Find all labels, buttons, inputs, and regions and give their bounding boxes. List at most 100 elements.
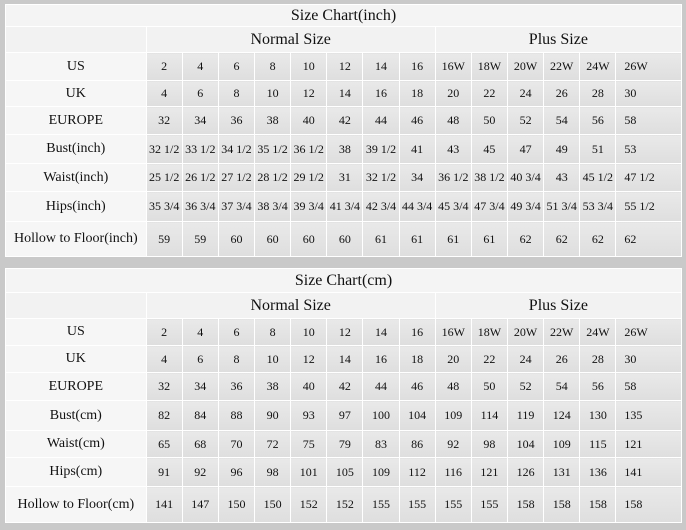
row-label: Hips(inch) bbox=[5, 191, 147, 222]
table-cell: 98 bbox=[470, 430, 509, 458]
table-cell: 14 bbox=[362, 318, 400, 346]
table-cell: 100 bbox=[362, 400, 400, 431]
table-cell: 55 1/2 bbox=[615, 191, 682, 222]
table-cell: 12 bbox=[326, 52, 364, 81]
table-cell: 47 1/2 bbox=[615, 163, 682, 192]
table-cell: 114 bbox=[470, 400, 509, 431]
table-cell: 50 bbox=[470, 372, 509, 401]
table-cell: 61 bbox=[470, 221, 509, 257]
table-cell: 56 bbox=[579, 372, 617, 401]
table-cell: 18W bbox=[470, 52, 509, 81]
table-cell: 18 bbox=[398, 345, 436, 373]
table-cell: 158 bbox=[579, 486, 617, 523]
table-cell: 16 bbox=[362, 80, 400, 107]
table-cell: 16 bbox=[398, 52, 436, 81]
table-cell: 112 bbox=[398, 457, 436, 487]
table-cell: 4 bbox=[181, 52, 219, 81]
table-cell: 84 bbox=[181, 400, 219, 431]
table-cell: 32 bbox=[145, 106, 183, 135]
table-cell: 35 3/4 bbox=[145, 191, 183, 222]
table-cell: 28 1/2 bbox=[254, 163, 292, 192]
table-cell: 62 bbox=[615, 221, 682, 257]
table-cell: 42 3/4 bbox=[362, 191, 400, 222]
table-cell: 26 bbox=[543, 80, 581, 107]
table-cell: 42 bbox=[326, 106, 364, 135]
table-cell: 48 bbox=[434, 372, 472, 401]
table-cell: 22W bbox=[543, 318, 581, 346]
table-cell: 155 bbox=[362, 486, 400, 523]
table-cell: 10 bbox=[290, 318, 328, 346]
row-label: US bbox=[5, 52, 147, 81]
table-cell: 36 1/2 bbox=[434, 163, 472, 192]
table-cell: 147 bbox=[181, 486, 219, 523]
table-cell: 28 bbox=[579, 345, 617, 373]
table-cell: 26 bbox=[543, 345, 581, 373]
table-cell: 48 bbox=[434, 106, 472, 135]
table-cell: 61 bbox=[362, 221, 400, 257]
table-cell: 29 1/2 bbox=[290, 163, 328, 192]
table-cell: 47 3/4 bbox=[470, 191, 509, 222]
table-row: Hollow to Floor(inch) 59 59 60 60 60 60 61 61 61 6… bbox=[5, 221, 682, 257]
group-header-row: Normal Size Plus Size bbox=[5, 292, 683, 319]
table-cell: 72 bbox=[254, 430, 292, 458]
table-cell: 131 bbox=[543, 457, 581, 487]
table-cell: 158 bbox=[543, 486, 581, 523]
table-cell: 6 bbox=[181, 345, 219, 373]
table-cell: 104 bbox=[398, 400, 436, 431]
table-cell: 4 bbox=[181, 318, 219, 346]
table-cell: 92 bbox=[434, 430, 472, 458]
table-cell: 8 bbox=[217, 80, 256, 107]
table-cell: 43 bbox=[434, 134, 472, 164]
table-cell: 30 bbox=[615, 80, 682, 107]
table-row: US 2 4 6 8 10 12 14 16 16W 18W 20W 22W 24W 26W bbox=[5, 318, 682, 346]
table-cell: 60 bbox=[217, 221, 256, 257]
table-cell: 141 bbox=[615, 457, 682, 487]
table-cell: 2 bbox=[145, 52, 183, 81]
table-row: EUROPE 32 34 36 38 40 42 44 46 48 50 52 54 56 58 bbox=[5, 372, 682, 401]
title-row: Size Chart(cm) bbox=[5, 268, 682, 293]
table-cell: 38 3/4 bbox=[254, 191, 292, 222]
table-cell: 6 bbox=[217, 52, 256, 81]
table-cell: 14 bbox=[326, 80, 364, 107]
table-cell: 10 bbox=[290, 52, 328, 81]
table-cell: 65 bbox=[145, 430, 183, 458]
table-row: Hips(inch) 35 3/4 36 3/4 37 3/4 38 3/4 39 3/4… bbox=[5, 191, 682, 222]
table-cell: 16 bbox=[398, 318, 436, 346]
table-cell: 88 bbox=[217, 400, 256, 431]
table-cell: 18W bbox=[470, 318, 509, 346]
table-cell: 24W bbox=[579, 52, 617, 81]
table-cell: 32 1/2 bbox=[145, 134, 183, 164]
table-cell: 42 bbox=[326, 372, 364, 401]
table-cell: 22W bbox=[543, 52, 581, 81]
table-cell: 104 bbox=[506, 430, 545, 458]
table-cell: 37 3/4 bbox=[217, 191, 256, 222]
table-cell: 16W bbox=[434, 52, 472, 81]
table-cell: 33 1/2 bbox=[181, 134, 219, 164]
table-cell: 36 1/2 bbox=[290, 134, 328, 164]
row-label: Hollow to Floor(cm) bbox=[5, 486, 147, 523]
table-cell: 54 bbox=[543, 372, 581, 401]
table-cell: 61 bbox=[398, 221, 436, 257]
table-cell: 68 bbox=[181, 430, 219, 458]
table-cell: 101 bbox=[290, 457, 328, 487]
table-row: Waist(inch) 25 1/2 26 1/2 27 1/2 28 1/2 29 1/… bbox=[5, 163, 682, 192]
table-cell: 96 bbox=[217, 457, 256, 487]
table-cell: 47 bbox=[506, 134, 545, 164]
table-cell: 8 bbox=[254, 52, 292, 81]
row-label: Bust(cm) bbox=[5, 400, 147, 431]
table-cell: 22 bbox=[470, 345, 509, 373]
table-cell: 16W bbox=[434, 318, 472, 346]
table-cell: 38 bbox=[326, 134, 364, 164]
table-cell: 4 bbox=[145, 80, 183, 107]
table-cell: 51 3/4 bbox=[543, 191, 581, 222]
table-cell: 20W bbox=[506, 52, 545, 81]
table-cell: 98 bbox=[254, 457, 292, 487]
table-cell: 152 bbox=[290, 486, 328, 523]
table-cell: 16 bbox=[362, 345, 400, 373]
table-cell: 18 bbox=[398, 80, 436, 107]
table-cell: 2 bbox=[145, 318, 183, 346]
table-cell: 46 bbox=[398, 106, 436, 135]
table-cell: 150 bbox=[217, 486, 256, 523]
table-cell: 121 bbox=[470, 457, 509, 487]
table-cell: 45 3/4 bbox=[434, 191, 472, 222]
